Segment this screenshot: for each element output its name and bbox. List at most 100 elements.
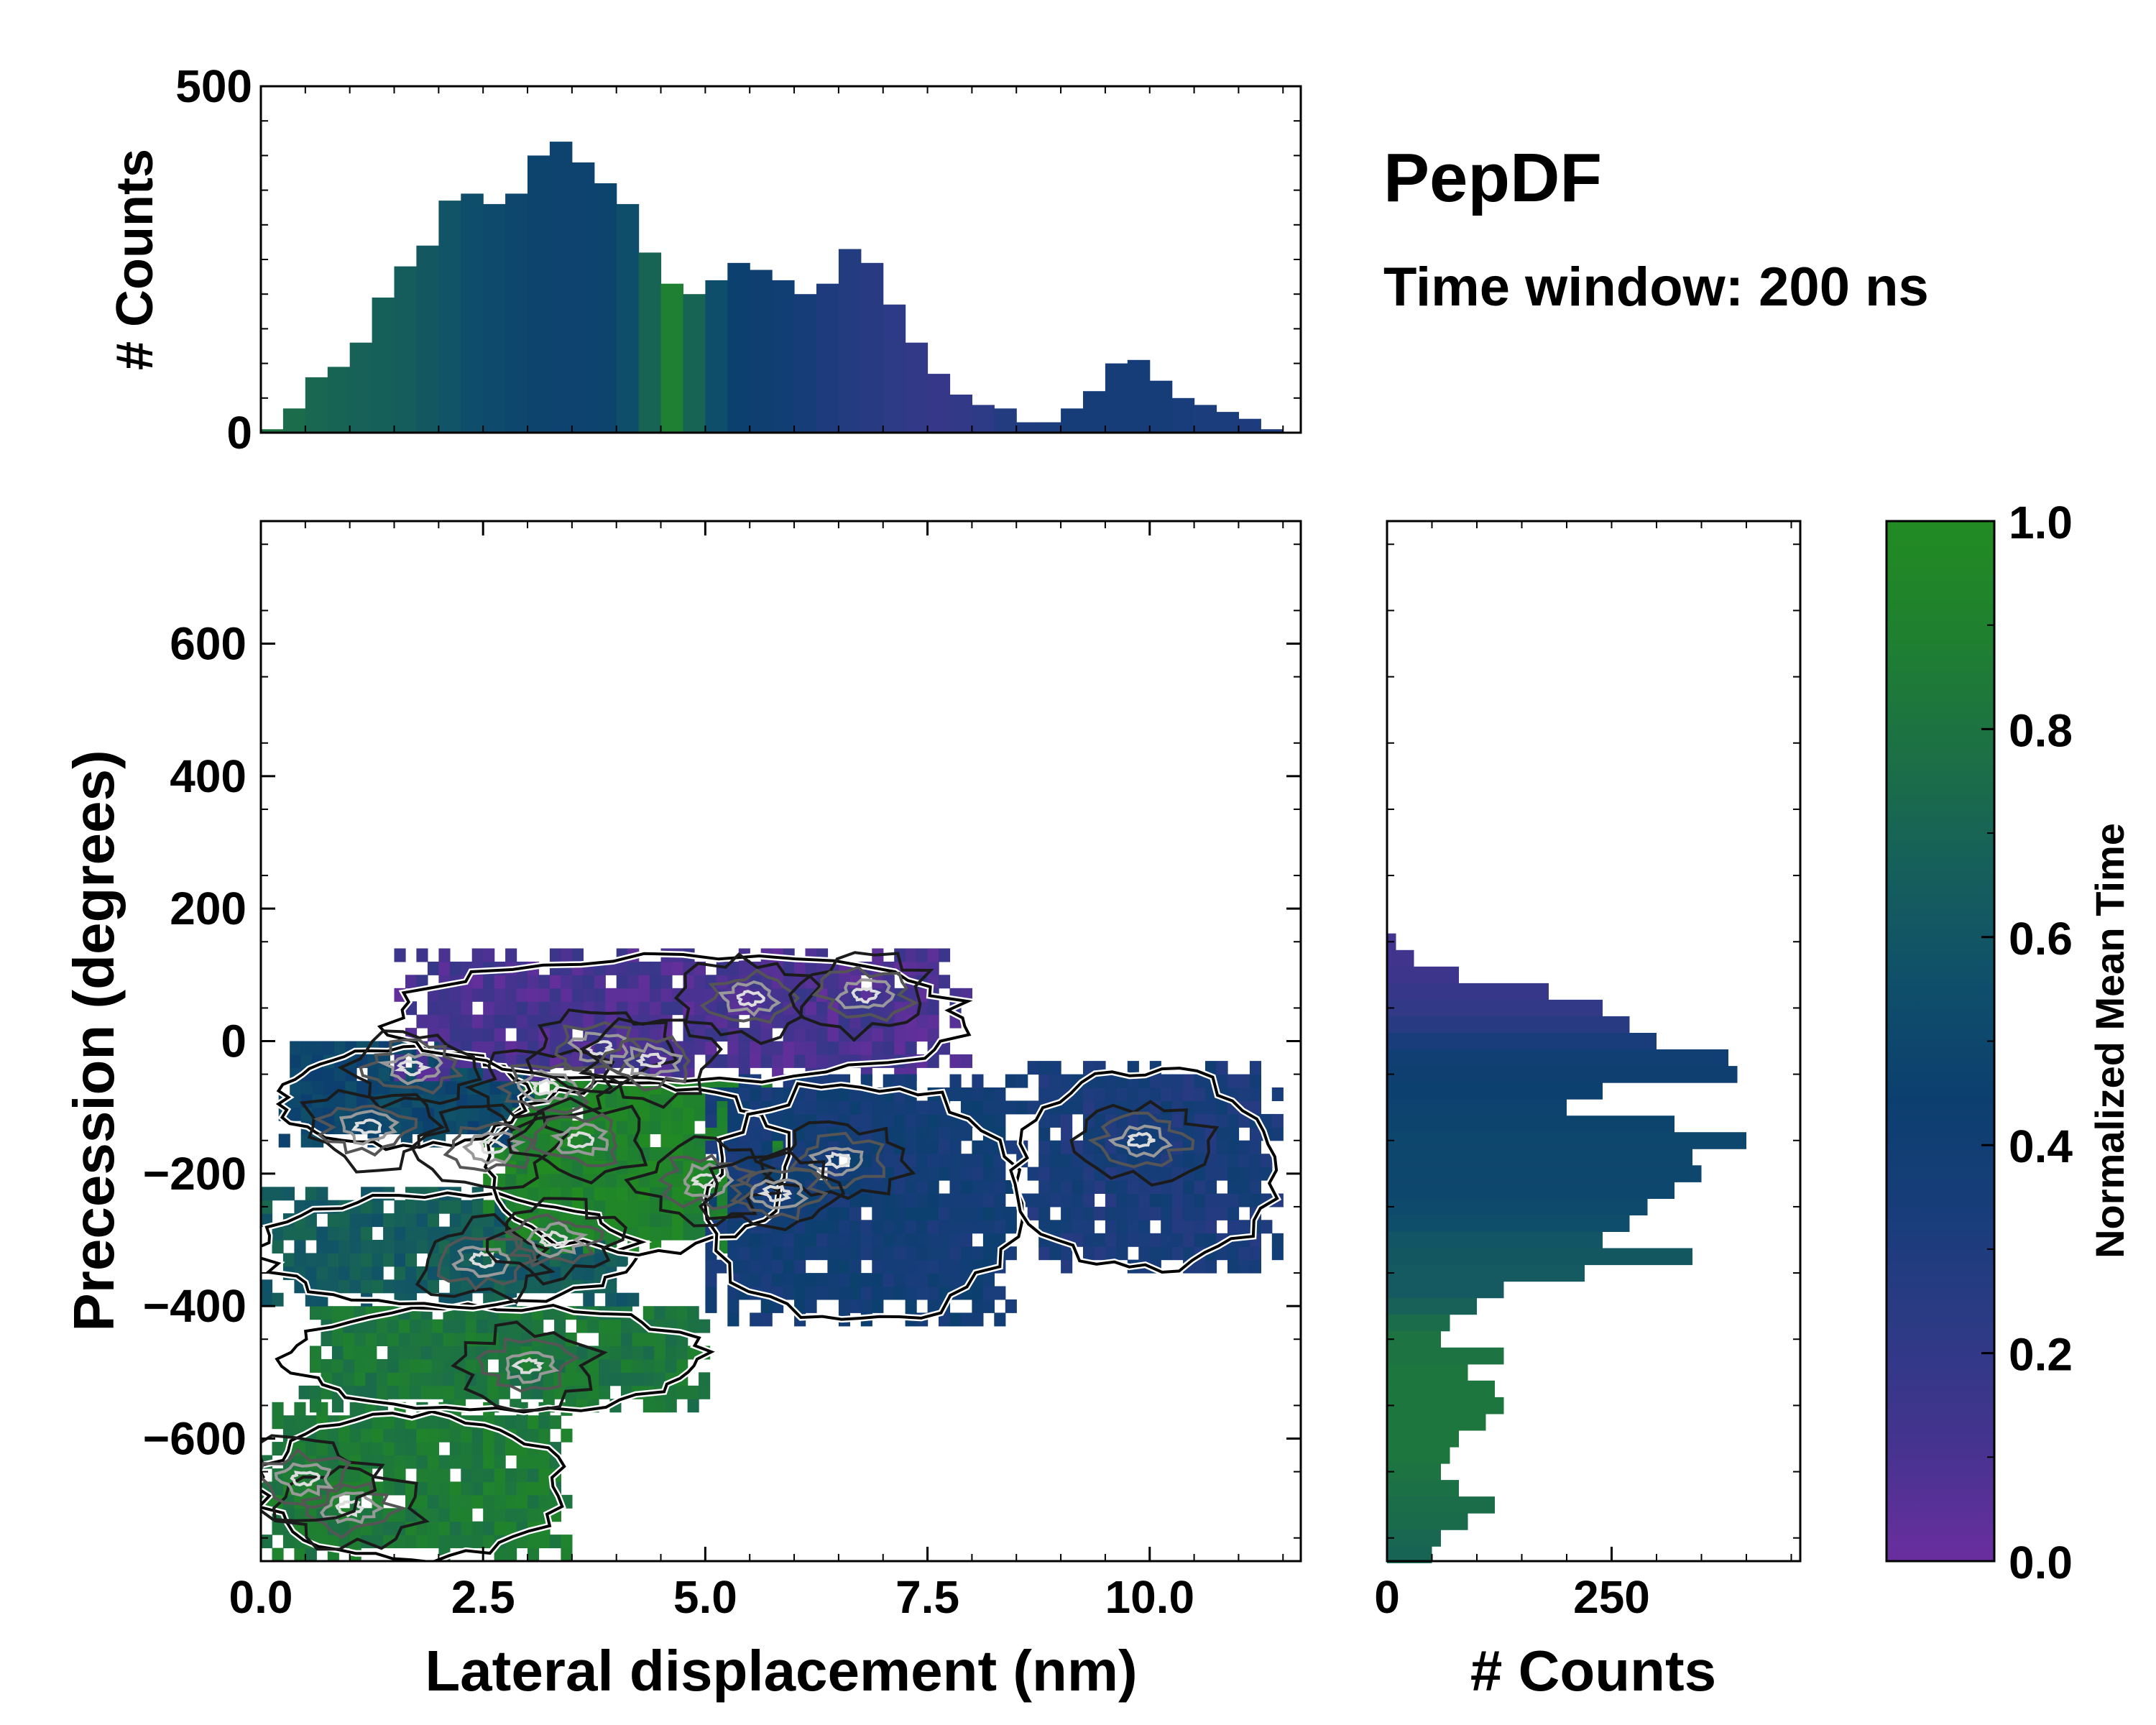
heatmap-cell: [916, 1167, 929, 1181]
heatmap-cell: [483, 1001, 495, 1016]
heatmap-cell: [505, 1014, 517, 1029]
region-outline: [261, 1409, 566, 1561]
heatmap-cell: [361, 1253, 373, 1267]
heatmap-cell: [642, 1346, 655, 1360]
heatmap-cell: [1183, 1220, 1195, 1234]
heatmap-cell: [738, 1140, 750, 1154]
heatmap-cell: [638, 1107, 650, 1121]
heatmap-cell: [982, 1273, 995, 1287]
heatmap-cell: [972, 1180, 984, 1194]
heatmap-cell: [305, 1521, 317, 1535]
heatmap-cell: [927, 1113, 939, 1128]
heatmap-cell: [365, 1319, 377, 1333]
heatmap-cell: [471, 975, 484, 989]
heatmap-cell: [372, 1240, 384, 1254]
heatmap-cell: [312, 1041, 324, 1055]
heatmap-cell: [587, 1385, 599, 1399]
heatmap-cell: [365, 1385, 377, 1399]
heatmap-cell: [1105, 1074, 1117, 1088]
heatmap-cell: [1116, 1087, 1128, 1101]
heatmap-cell: [894, 1028, 906, 1042]
heatmap-cell: [650, 1173, 662, 1187]
heatmap-cell: [683, 1107, 695, 1121]
heatmap-cell: [627, 1213, 640, 1228]
heatmap-cell: [605, 1292, 617, 1307]
heatmap-cell: [587, 1319, 599, 1333]
heatmap-cell: [972, 1299, 984, 1313]
density-contour: [485, 1197, 627, 1286]
right-histogram-bar: [1387, 1330, 1441, 1348]
heatmap-cell: [994, 1193, 1006, 1208]
heatmap-cell: [827, 1100, 839, 1115]
top-histogram-bar: [1016, 422, 1039, 433]
heatmap-cell: [272, 1402, 284, 1416]
top-histogram-bar: [994, 408, 1017, 433]
heatmap-cell: [282, 1253, 295, 1267]
right-histogram: 0 250 # Counts: [1374, 520, 1802, 1703]
heatmap-cell: [605, 1279, 617, 1294]
heatmap-cell: [994, 1167, 1006, 1181]
heatmap-cell: [620, 1358, 632, 1373]
heatmap-cell: [660, 1160, 673, 1174]
heatmap-cell: [528, 1535, 540, 1549]
heatmap-cell: [1083, 1167, 1095, 1181]
heatmap-cell: [816, 1220, 829, 1234]
heatmap-cell: [816, 1001, 829, 1016]
heatmap-cell: [312, 1067, 324, 1082]
heatmap-cell: [1161, 1220, 1173, 1234]
heatmap-cell: [410, 1333, 422, 1346]
heatmap-cell: [310, 1346, 322, 1360]
heatmap-cell: [467, 1107, 479, 1121]
heatmap-cell: [705, 1299, 717, 1313]
heatmap-cell: [916, 1028, 929, 1042]
heatmap-cell: [290, 1080, 302, 1095]
density-contour: [578, 1017, 723, 1109]
heatmap-cell: [805, 1028, 817, 1042]
heatmap-cell: [1061, 1074, 1073, 1088]
heatmap-cell: [449, 1508, 461, 1522]
heatmap-cell: [627, 1001, 640, 1016]
heatmap-cell: [627, 1147, 640, 1161]
heatmap-cell: [883, 1246, 895, 1261]
heatmap-cell: [949, 1233, 962, 1247]
heatmap-cell: [750, 1259, 762, 1274]
heatmap-cell: [949, 1087, 962, 1101]
heatmap-cell: [576, 1346, 589, 1360]
heatmap-cell: [960, 1167, 972, 1181]
heatmap-cell: [939, 1154, 951, 1168]
heatmap-cell: [650, 1028, 662, 1042]
heatmap-cell: [849, 1246, 862, 1261]
heatmap-cell: [1205, 1233, 1217, 1247]
heatmap-cell: [794, 1100, 806, 1115]
heatmap-cell: [716, 1121, 728, 1135]
density-contour: [539, 1230, 569, 1247]
main-xtick-label: 5.0: [673, 1571, 737, 1623]
heatmap-cell: [261, 1292, 273, 1307]
heatmap-cell: [1205, 1193, 1217, 1208]
density-contour: [274, 1462, 334, 1497]
right-histogram-bar: [1387, 1016, 1630, 1034]
density-contour: [507, 1096, 648, 1184]
heatmap-cell: [505, 1547, 517, 1561]
heatmap-cell: [794, 961, 806, 975]
right-histogram-bar: [1387, 1132, 1746, 1149]
heatmap-cell: [994, 1220, 1006, 1234]
heatmap-cell: [894, 1259, 906, 1274]
heatmap-cell: [905, 961, 917, 975]
colorbar-gradient: [1885, 520, 1996, 1563]
heatmap-cell: [894, 1041, 906, 1055]
heatmap-cell: [305, 1292, 317, 1307]
heatmap-cell: [449, 1442, 461, 1456]
heatmap-cell: [1038, 1113, 1051, 1128]
heatmap-cell: [905, 1074, 917, 1088]
heatmap-cell: [410, 1385, 422, 1399]
heatmap-cell: [883, 1220, 895, 1234]
heatmap-cell: [443, 1333, 455, 1346]
heatmap-cell: [272, 1442, 284, 1456]
heatmap-cell: [838, 1299, 850, 1313]
heatmap-cell: [838, 1100, 850, 1115]
heatmap-cell: [1249, 1127, 1261, 1141]
heatmap-cell: [1249, 1100, 1261, 1115]
heatmap-cell: [1005, 1299, 1017, 1313]
heatmap-cell: [927, 1273, 939, 1287]
